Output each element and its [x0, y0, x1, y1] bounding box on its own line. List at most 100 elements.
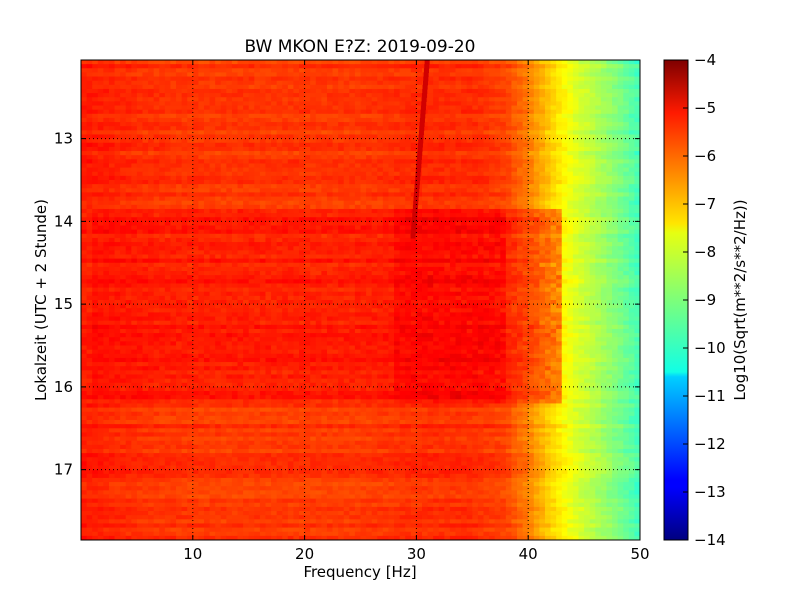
heatmap-cell: [505, 68, 513, 74]
heatmap-cell: [360, 225, 367, 231]
heatmap-cell: [231, 246, 239, 251]
heatmap-cell: [192, 134, 199, 140]
heatmap-cell: [589, 229, 596, 235]
heatmap-cell: [410, 72, 417, 78]
heatmap-cell: [522, 213, 529, 218]
heatmap-cell: [360, 200, 367, 206]
heatmap-cell: [231, 258, 239, 264]
heatmap-cell: [382, 180, 390, 185]
heatmap-cell: [533, 84, 540, 90]
heatmap-cell: [544, 258, 552, 264]
heatmap-cell: [360, 184, 367, 189]
heatmap-cell: [326, 204, 334, 210]
heatmap-cell: [522, 130, 529, 136]
heatmap-cell: [198, 188, 205, 194]
heatmap-cell: [421, 192, 429, 198]
heatmap-cell: [634, 97, 640, 102]
heatmap-cell: [136, 225, 144, 231]
heatmap-cell: [494, 233, 501, 239]
heatmap-cell: [399, 213, 406, 218]
heatmap-cell: [92, 180, 99, 185]
heatmap-cell: [304, 117, 311, 123]
heatmap-cell: [237, 258, 244, 264]
heatmap-cell: [584, 60, 591, 65]
heatmap-cell: [388, 88, 395, 94]
heatmap-cell: [108, 242, 116, 247]
heatmap-cell: [600, 262, 608, 268]
heatmap-cell: [511, 126, 518, 131]
heatmap-cell: [505, 188, 513, 194]
heatmap-cell: [399, 84, 406, 90]
heatmap-cell: [231, 208, 239, 214]
heatmap-cell: [600, 126, 608, 131]
heatmap-cell: [153, 250, 160, 256]
heatmap-cell: [461, 225, 468, 231]
heatmap-cell: [181, 204, 188, 210]
heatmap-cell: [483, 208, 490, 214]
heatmap-cell: [466, 122, 473, 127]
heatmap-cell: [578, 167, 585, 173]
heatmap-cell: [584, 97, 591, 102]
heatmap-cell: [449, 167, 457, 173]
heatmap-cell: [377, 237, 384, 243]
heatmap-cell: [248, 109, 255, 115]
heatmap-cell: [304, 76, 311, 82]
heatmap-cell: [466, 60, 473, 65]
heatmap-cell: [466, 130, 473, 136]
heatmap-cell: [304, 122, 311, 127]
heatmap-cell: [612, 130, 619, 136]
heatmap-cell: [338, 60, 345, 65]
heatmap-cell: [131, 159, 138, 165]
heatmap-cell: [220, 142, 227, 148]
heatmap-cell: [276, 258, 283, 264]
heatmap-cell: [108, 138, 116, 144]
heatmap-cell: [533, 72, 540, 78]
heatmap-cell: [293, 175, 300, 181]
heatmap-cell: [433, 105, 440, 111]
heatmap-cell: [477, 258, 485, 264]
heatmap-cell: [528, 188, 535, 194]
heatmap-cell: [326, 155, 334, 160]
heatmap-cell: [293, 180, 300, 185]
heatmap-cell: [371, 254, 378, 260]
heatmap-cell: [472, 175, 479, 181]
heatmap-cell: [304, 93, 311, 98]
heatmap-cell: [92, 192, 99, 198]
heatmap-cell: [215, 254, 222, 260]
heatmap-cell: [444, 217, 451, 222]
heatmap-cell: [489, 254, 496, 260]
heatmap-cell: [433, 229, 440, 235]
heatmap-cell: [366, 101, 373, 107]
heatmap-cell: [533, 122, 540, 127]
heatmap-cell: [248, 200, 255, 206]
heatmap-cell: [505, 163, 513, 169]
heatmap-cell: [226, 200, 233, 206]
heatmap-cell: [528, 258, 535, 264]
heatmap-cell: [265, 200, 272, 206]
heatmap-cell: [544, 93, 552, 98]
heatmap-cell: [584, 175, 591, 181]
heatmap-cell: [595, 88, 602, 94]
heatmap-cell: [198, 196, 205, 202]
heatmap-cell: [114, 246, 121, 251]
heatmap-cell: [595, 221, 602, 227]
heatmap-cell: [315, 167, 322, 173]
heatmap-cell: [489, 155, 496, 160]
heatmap-cell: [293, 204, 300, 210]
heatmap-cell: [215, 113, 222, 119]
heatmap-cell: [198, 68, 205, 74]
heatmap-cell: [276, 250, 283, 256]
heatmap-cell: [449, 113, 457, 119]
heatmap-cell: [343, 146, 350, 152]
heatmap-cell: [433, 262, 440, 268]
heatmap-cell: [544, 134, 552, 140]
heatmap-cell: [120, 80, 127, 86]
heatmap-cell: [92, 80, 99, 86]
heatmap-cell: [131, 213, 138, 218]
heatmap-cell: [466, 167, 473, 173]
heatmap-cell: [371, 76, 378, 82]
heatmap-cell: [220, 163, 227, 169]
heatmap-cell: [382, 262, 390, 268]
heatmap-cell: [550, 138, 557, 144]
heatmap-cell: [170, 109, 177, 115]
